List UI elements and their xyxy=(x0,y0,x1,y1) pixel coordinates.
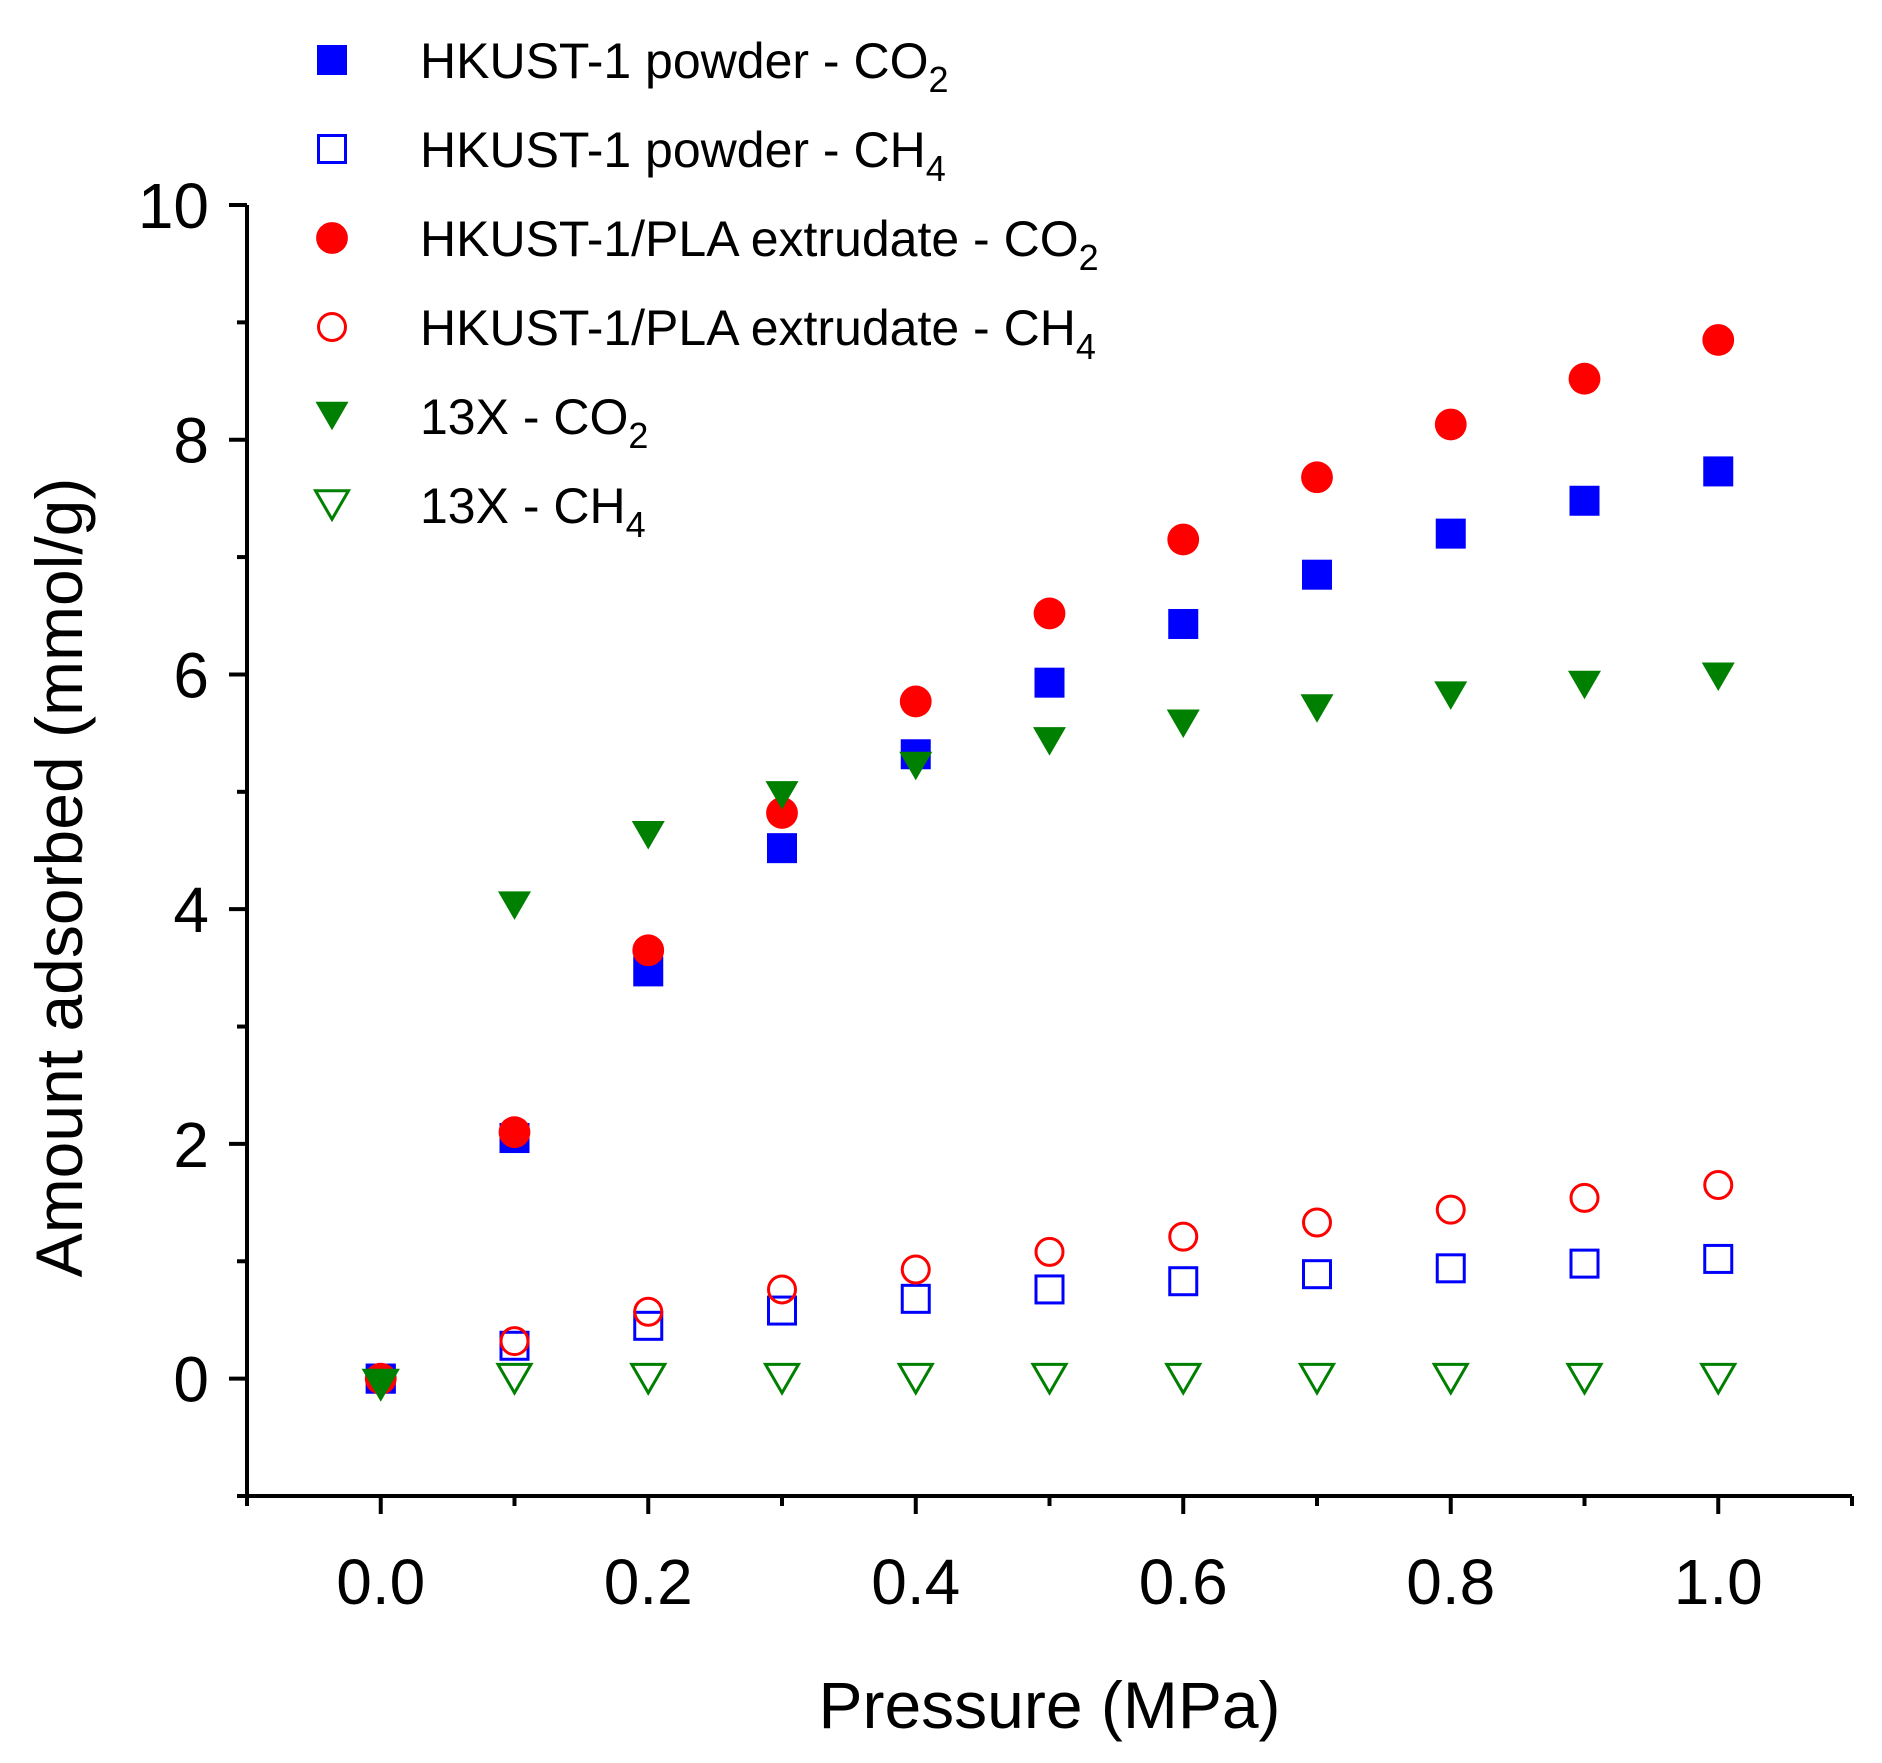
data-point xyxy=(631,820,665,850)
data-point xyxy=(1569,1248,1600,1279)
data-point xyxy=(1300,694,1334,723)
data-point xyxy=(361,1368,400,1402)
data-point xyxy=(1703,1169,1734,1200)
data-point xyxy=(364,1370,398,1399)
data-point xyxy=(1166,709,1200,738)
legend-entry: HKUST-1 powder - CH4 xyxy=(317,122,946,189)
data-point xyxy=(1435,1253,1466,1284)
data-point xyxy=(1699,1362,1738,1396)
data-point xyxy=(1435,518,1466,549)
y-axis-label: Amount adsorbed (mmol/g) xyxy=(22,478,96,1278)
legend-marker xyxy=(317,312,347,342)
data-point xyxy=(632,934,665,967)
data-point xyxy=(896,1362,935,1396)
y-tick-label: 6 xyxy=(173,639,209,711)
data-point xyxy=(1702,324,1735,356)
legend-marker xyxy=(316,222,348,254)
data-point xyxy=(1167,523,1200,556)
data-point xyxy=(1034,667,1065,698)
series-5 xyxy=(364,662,1735,1399)
data-point xyxy=(1569,485,1600,516)
x-tick-label: 0.4 xyxy=(871,1546,960,1618)
legend-label: 13X - CO2 xyxy=(420,389,648,456)
data-point xyxy=(1168,1266,1199,1297)
legend-marker xyxy=(312,489,352,523)
x-tick-label: 1.0 xyxy=(1674,1546,1763,1618)
data-point xyxy=(1302,559,1332,590)
series-6 xyxy=(361,1362,1738,1402)
data-point xyxy=(499,1326,530,1357)
data-point xyxy=(633,1296,664,1327)
data-point xyxy=(899,685,932,718)
legend-marker xyxy=(317,45,347,75)
series-4 xyxy=(365,1169,1734,1394)
x-tick-label: 0.2 xyxy=(604,1546,693,1618)
data-point xyxy=(1434,408,1467,441)
ticks: 0.0 0.2 0.4 0.6 0.8 1.0 0 2 4 6 8 10 xyxy=(138,170,1854,1618)
data-point xyxy=(1033,597,1066,630)
data-point xyxy=(1435,1194,1466,1225)
data-point xyxy=(1030,1362,1069,1396)
data-point xyxy=(767,1274,797,1305)
legend-label: HKUST-1/PLA extrudate - CH4 xyxy=(420,300,1096,367)
data-point xyxy=(762,1362,802,1396)
data-point xyxy=(765,781,799,810)
x-tick-label: 0.8 xyxy=(1406,1546,1495,1618)
data-point xyxy=(1703,456,1734,487)
legend-entry: 13X - CH4 xyxy=(312,478,646,545)
data-point xyxy=(1565,1362,1604,1396)
x-axis-label: Pressure (MPa) xyxy=(818,1668,1280,1742)
series-1 xyxy=(365,456,1734,1394)
data-point xyxy=(1569,1182,1600,1213)
legend-entry: HKUST-1 powder - CO2 xyxy=(317,33,949,100)
data-point xyxy=(1701,662,1735,692)
y-tick-label: 2 xyxy=(173,1109,209,1181)
legend-label: HKUST-1 powder - CH4 xyxy=(420,122,946,189)
x-tick-label: 0.0 xyxy=(336,1546,425,1618)
legend-label: HKUST-1 powder - CO2 xyxy=(420,33,949,100)
data-point xyxy=(1034,1274,1065,1305)
legend-entry: HKUST-1/PLA extrudate - CO2 xyxy=(316,211,1099,278)
data-point xyxy=(1164,1362,1203,1396)
data-point xyxy=(766,797,798,829)
data-point xyxy=(1568,670,1601,700)
data-point xyxy=(1168,1221,1199,1252)
data-point xyxy=(899,751,933,781)
legend-entry: HKUST-1/PLA extrudate - CH4 xyxy=(317,300,1096,367)
data-point xyxy=(900,1254,931,1285)
data-point xyxy=(498,891,531,920)
data-point xyxy=(1301,461,1333,494)
y-tick-label: 0 xyxy=(173,1344,209,1416)
series-2 xyxy=(365,1243,1734,1394)
data-point xyxy=(633,1310,664,1341)
y-tick-label: 4 xyxy=(173,874,209,946)
data-point xyxy=(767,833,797,864)
legend: HKUST-1 powder - CO2 HKUST-1 powder - CH4… xyxy=(312,33,1099,545)
data-point xyxy=(1434,681,1468,710)
legend-marker xyxy=(317,134,347,164)
data-point xyxy=(1168,608,1199,639)
data-point xyxy=(1302,1207,1332,1238)
y-tick-label: 8 xyxy=(173,405,209,477)
data-point xyxy=(1302,1259,1332,1290)
data-point xyxy=(767,1295,797,1326)
data-point xyxy=(1568,362,1601,395)
legend-label: HKUST-1/PLA extrudate - CO2 xyxy=(420,211,1099,278)
data-points xyxy=(361,324,1738,1402)
y-tick-label: 10 xyxy=(138,170,209,242)
data-point xyxy=(498,1116,531,1149)
x-tick-label: 0.6 xyxy=(1139,1546,1228,1618)
data-point xyxy=(1033,727,1066,756)
data-point xyxy=(900,1283,931,1314)
legend-label: 13X - CH4 xyxy=(420,478,646,545)
data-point xyxy=(1034,1236,1065,1267)
data-point xyxy=(1703,1243,1734,1274)
legend-marker xyxy=(315,401,349,431)
data-point xyxy=(1431,1362,1470,1396)
legend-entry: 13X - CO2 xyxy=(315,389,648,456)
data-point xyxy=(629,1362,668,1396)
data-point xyxy=(495,1362,534,1396)
data-point xyxy=(1297,1362,1337,1396)
